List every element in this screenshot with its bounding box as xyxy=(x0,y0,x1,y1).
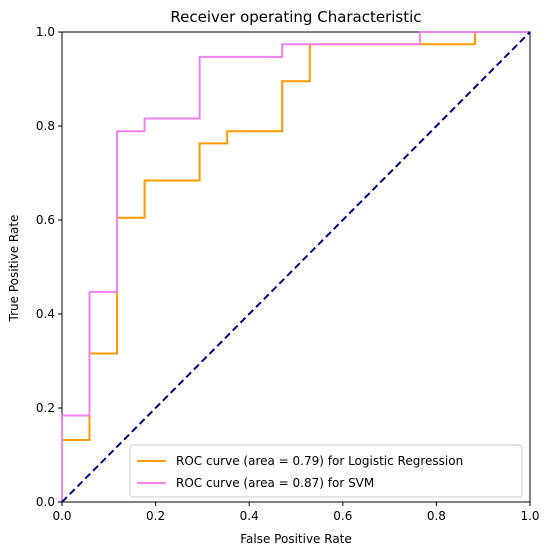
roc-line-svm xyxy=(61,31,530,502)
x-tick-label: 0.6 xyxy=(333,509,352,523)
series-layer xyxy=(61,31,531,503)
legend-entry-logistic-regression: ROC curve (area = 0.79) for Logistic Reg… xyxy=(176,454,463,468)
legend-box xyxy=(129,444,523,498)
x-tick-label: 0.4 xyxy=(240,509,259,523)
y-axis-ticks: 0.0 0.2 0.4 0.6 0.8 1.0 xyxy=(36,25,62,509)
x-tick-label: 0.8 xyxy=(427,509,446,523)
x-tick-label: 1.0 xyxy=(520,509,539,523)
legend-entry-svm: ROC curve (area = 0.87) for SVM xyxy=(176,476,374,490)
y-tick-label: 0.4 xyxy=(36,307,55,321)
x-tick-label: 0.2 xyxy=(146,509,165,523)
y-axis-label: True Positive Rate xyxy=(7,215,21,323)
chart-title: Receiver operating Characteristic xyxy=(170,8,421,26)
x-tick-label: 0.0 xyxy=(52,509,71,523)
y-tick-label: 0.8 xyxy=(36,119,55,133)
y-tick-label: 1.0 xyxy=(36,25,55,39)
x-axis-ticks: 0.0 0.2 0.4 0.6 0.8 1.0 xyxy=(52,502,540,523)
chance-diagonal-line xyxy=(61,31,531,503)
legend: ROC curve (area = 0.79) for Logistic Reg… xyxy=(129,444,523,498)
y-tick-label: 0.2 xyxy=(36,401,55,415)
y-tick-label: 0.6 xyxy=(36,213,55,227)
plot-frame xyxy=(61,31,531,503)
x-axis-label: False Positive Rate xyxy=(240,532,352,546)
y-tick-label: 0.0 xyxy=(36,495,55,509)
